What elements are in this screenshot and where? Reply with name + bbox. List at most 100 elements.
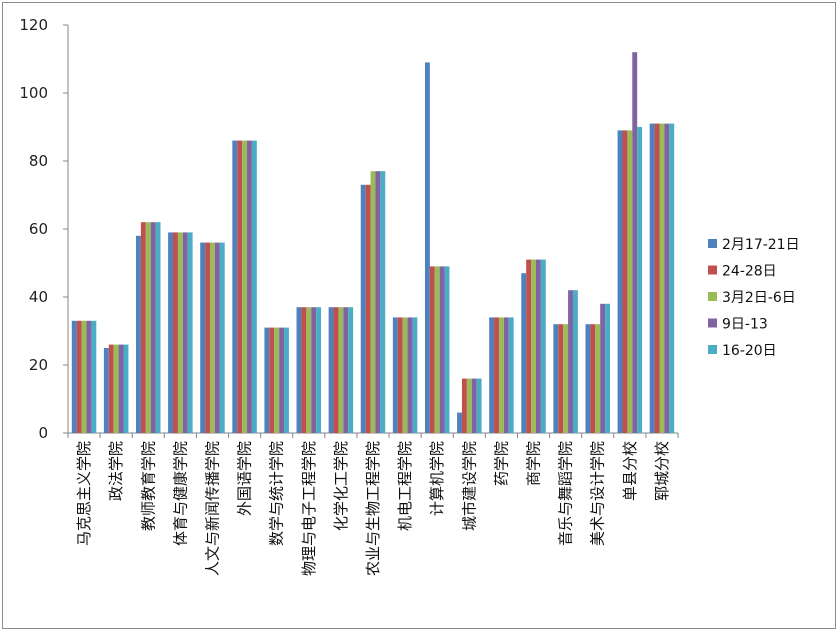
x-category-label: 教师教育学院	[139, 441, 157, 531]
legend-swatch	[708, 345, 717, 354]
bar	[136, 235, 141, 433]
bar	[572, 290, 578, 433]
bar	[200, 242, 206, 433]
x-category-label: 数学与统计学院	[268, 441, 286, 546]
bar	[279, 327, 285, 433]
bar	[637, 127, 643, 433]
legend-swatch	[708, 239, 717, 248]
bar	[365, 184, 371, 433]
bar	[284, 327, 289, 433]
bar	[360, 184, 366, 433]
bar	[407, 317, 413, 433]
bar	[471, 378, 477, 433]
legend-label: 9日-13	[722, 317, 768, 333]
y-tick-label: 20	[29, 356, 48, 374]
bar	[498, 317, 504, 433]
x-category-label: 城市建设学院	[460, 441, 478, 531]
bar	[177, 232, 183, 433]
bar	[296, 307, 302, 433]
bar	[150, 222, 156, 433]
bar	[627, 130, 633, 433]
bar	[168, 232, 174, 433]
bar	[301, 307, 307, 433]
bar	[205, 242, 211, 433]
bar	[306, 307, 312, 433]
bar	[649, 123, 655, 433]
legend-swatch	[708, 292, 717, 301]
x-category-label: 商学院	[525, 441, 543, 486]
bar	[247, 140, 252, 433]
bar	[86, 320, 92, 433]
x-category-label: 计算机学院	[428, 441, 446, 516]
y-tick-label: 0	[38, 424, 48, 442]
bar	[521, 273, 527, 433]
bar	[489, 317, 495, 433]
bar	[316, 307, 322, 433]
bar	[617, 130, 623, 433]
x-category-label: 单县分校	[621, 441, 639, 501]
y-tick-label: 120	[19, 16, 48, 34]
bar	[392, 317, 398, 433]
bar	[311, 307, 317, 433]
bar	[632, 52, 638, 433]
legend-swatch	[708, 265, 717, 275]
bar	[71, 320, 77, 433]
x-category-label: 人文与新闻传播学院	[204, 441, 222, 576]
bar	[242, 140, 248, 433]
x-category-label: 外国语学院	[236, 441, 254, 516]
bar	[343, 307, 349, 433]
bar	[659, 123, 665, 433]
bar	[108, 344, 114, 433]
bar	[76, 320, 82, 433]
bar	[333, 307, 339, 433]
bar	[214, 242, 220, 433]
bar	[348, 307, 354, 433]
bar	[140, 222, 146, 433]
bar	[439, 266, 445, 433]
bar	[251, 140, 257, 433]
bar	[113, 344, 119, 433]
bar	[466, 378, 472, 433]
x-category-label: 美术与设计学院	[589, 441, 607, 546]
bar	[590, 324, 596, 433]
y-tick-label: 60	[29, 220, 48, 238]
legend-label: 3月2日-6日	[722, 290, 796, 306]
bar	[237, 140, 243, 433]
bar	[338, 307, 344, 433]
bar	[600, 303, 606, 433]
bar	[654, 123, 660, 433]
bar	[173, 232, 178, 433]
bar	[118, 344, 124, 433]
legend-label: 24-28日	[722, 264, 777, 280]
bar	[269, 327, 275, 433]
chart-legend: 2月17-21日 24-28日 3月2日-6日 9日-13 16-20日	[708, 237, 800, 359]
bar	[568, 290, 573, 433]
y-tick-label: 100	[19, 84, 48, 102]
bar	[103, 348, 109, 433]
x-category-label: 农业与生物工程学院	[364, 441, 382, 576]
bar	[595, 324, 601, 433]
bar	[123, 344, 129, 433]
bar	[397, 317, 403, 433]
x-category-label: 机电工程学院	[396, 441, 414, 531]
y-axis-ticks: 0 20 40 60 80 100 120	[19, 16, 68, 442]
bar	[145, 222, 151, 433]
x-category-label: 郓城分校	[653, 441, 671, 501]
bar	[664, 123, 670, 433]
bar	[434, 266, 440, 433]
bar	[81, 320, 87, 433]
bar	[370, 171, 376, 433]
bar	[457, 412, 462, 433]
x-category-label: 体育与健康学院	[171, 441, 189, 546]
bar	[375, 171, 381, 433]
bar	[210, 242, 215, 433]
chart-bars	[71, 52, 675, 434]
x-category-label: 药学院	[492, 441, 510, 486]
bar	[91, 320, 97, 433]
x-category-label: 政法学院	[107, 441, 125, 501]
bar	[494, 317, 499, 433]
bar	[553, 324, 559, 433]
bar	[328, 307, 334, 433]
bar	[274, 327, 280, 433]
